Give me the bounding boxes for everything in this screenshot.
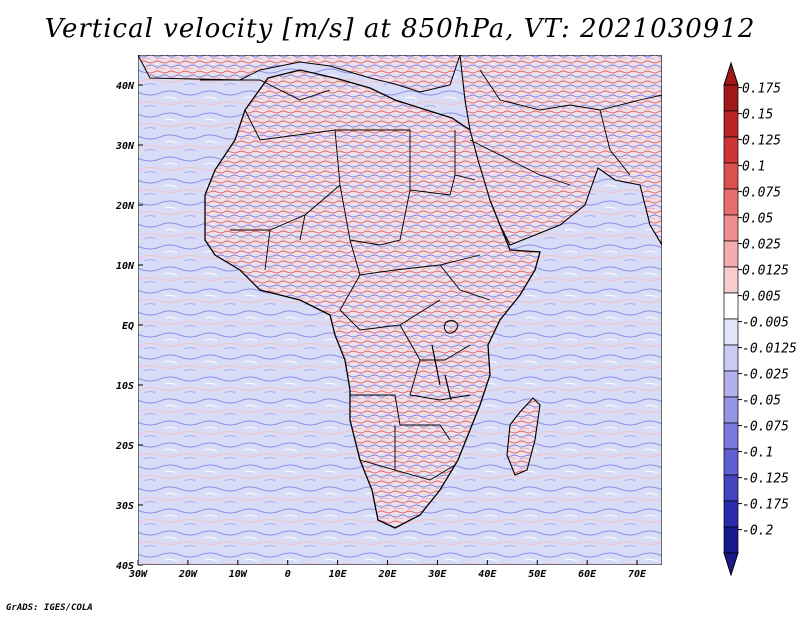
colorbar-label: 0.05 xyxy=(742,212,773,227)
lake-victoria xyxy=(443,320,459,334)
lon-tick-label: 10W xyxy=(229,569,248,580)
latitude-axis: 40N 30N 20N 10N EQ 10S 20S 30S 40S xyxy=(115,81,143,572)
colorbar-swatch xyxy=(723,188,739,216)
colorbar: 0.175 0.15 0.125 0.1 0.075 0.05 0.025 0.0125 0.0… xyxy=(723,61,797,577)
madagascar-landmass xyxy=(506,397,541,476)
colorbar-swatch xyxy=(723,318,739,346)
colorbar-swatch xyxy=(723,292,739,320)
colorbar-swatch xyxy=(723,136,739,164)
lat-tick-label: 30N xyxy=(115,141,135,152)
lon-tick-label: 0 xyxy=(285,569,291,580)
map-plot-area xyxy=(138,55,662,565)
colorbar-swatch xyxy=(723,162,739,190)
longitude-axis: 30W 20W 10W 0 10E 20E 30E 40E 50E 60E 70E xyxy=(128,560,647,580)
colorbar-top-arrow xyxy=(723,61,739,86)
lat-tick-label: 40S xyxy=(116,561,134,572)
colorbar-label: -0.125 xyxy=(742,472,789,487)
colorbar-swatch xyxy=(723,526,739,554)
colorbar-swatch xyxy=(723,396,739,424)
colorbar-swatch xyxy=(723,370,739,398)
lon-tick-label: 30W xyxy=(128,569,148,580)
colorbar-label: -0.0125 xyxy=(742,342,797,357)
lat-tick-label: 20S xyxy=(115,441,134,452)
colorbar-swatch xyxy=(723,448,739,476)
colorbar-swatch xyxy=(723,214,739,242)
colorbar-swatch xyxy=(723,500,739,528)
colorbar-swatch xyxy=(723,344,739,372)
colorbar-label: -0.005 xyxy=(742,316,789,331)
lon-tick-label: 60E xyxy=(578,569,597,580)
colorbar-label: -0.2 xyxy=(742,524,773,539)
map-title: Vertical velocity [m/s] at 850hPa, VT: 2… xyxy=(44,14,756,44)
lon-tick-label: 40E xyxy=(478,569,497,580)
lon-tick-label: 20E xyxy=(377,569,397,580)
colorbar-label: 0.1 xyxy=(742,160,765,175)
lon-tick-label: 70E xyxy=(628,569,647,580)
rift-lakes xyxy=(431,344,452,401)
colorbar-bottom-arrow xyxy=(723,552,739,577)
lon-tick-label: 50E xyxy=(528,569,547,580)
colorbar-swatch xyxy=(723,110,739,138)
lon-tick-label: 20W xyxy=(178,569,198,580)
colorbar-swatch xyxy=(723,84,739,112)
colorbar-swatch xyxy=(723,266,739,294)
colorbar-label: 0.075 xyxy=(742,186,781,201)
colorbar-label: -0.175 xyxy=(742,498,789,513)
colorbar-swatch xyxy=(723,240,739,268)
lon-tick-label: 30E xyxy=(427,569,447,580)
colorbar-label: 0.15 xyxy=(742,108,773,123)
colorbar-swatch xyxy=(723,474,739,502)
country-borders xyxy=(200,69,662,481)
colorbar-label: -0.1 xyxy=(742,446,773,461)
lat-tick-label: 40N xyxy=(116,81,135,92)
lat-tick-label: EQ xyxy=(122,321,134,332)
credit-label: GrADS: IGES/COLA xyxy=(6,603,93,613)
colorbar-label: 0.005 xyxy=(742,290,781,305)
lat-tick-label: 20N xyxy=(115,201,135,212)
colorbar-label: 0.125 xyxy=(742,134,781,149)
lat-tick-label: 30S xyxy=(115,501,134,512)
colorbar-label: 0.175 xyxy=(742,82,781,97)
colorbar-swatch xyxy=(723,422,739,450)
colorbar-label: -0.025 xyxy=(742,368,789,383)
colorbar-label: -0.05 xyxy=(742,394,781,409)
lat-tick-label: 10N xyxy=(116,261,135,272)
lon-tick-label: 10E xyxy=(329,569,348,580)
lat-tick-label: 10S xyxy=(116,381,134,392)
colorbar-label: 0.025 xyxy=(742,238,781,253)
colorbar-label: -0.075 xyxy=(742,420,789,435)
colorbar-label: 0.0125 xyxy=(742,264,789,279)
